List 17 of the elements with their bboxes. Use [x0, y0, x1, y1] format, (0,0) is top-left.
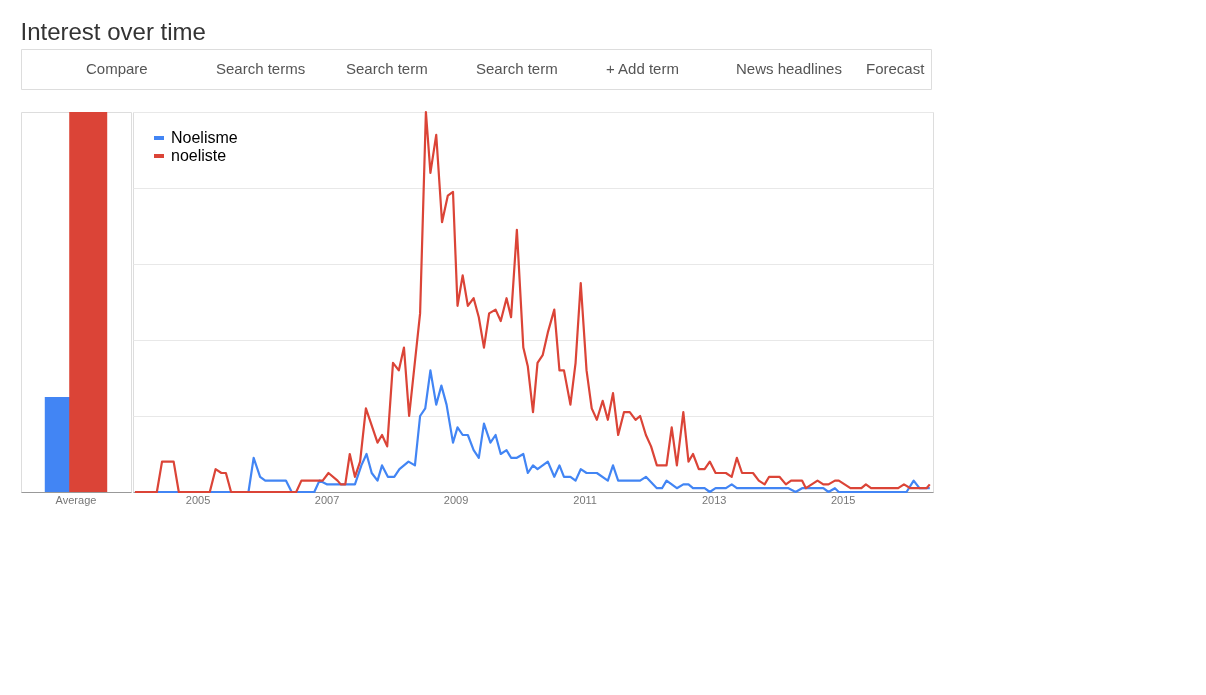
text: + Add term [606, 60, 679, 77]
text: Search term [476, 60, 558, 77]
text: Forecast [866, 60, 926, 77]
x-tick-label: 2007 [314, 493, 340, 506]
x-tick-label: 2005 [185, 493, 211, 506]
x-tick-label: Average [55, 493, 97, 506]
x-tick-label: 2009 [443, 493, 469, 506]
text: Search terms [216, 60, 306, 77]
x-tick-label: 2015 [830, 493, 856, 506]
x-tick-label: 2013 [701, 493, 727, 506]
legend-label: noeliste [171, 147, 227, 164]
text: News headlines [736, 60, 842, 77]
legend-label: Noelisme [171, 129, 238, 146]
x-tick-label: 2011 [573, 493, 597, 506]
text: Compare [86, 60, 148, 77]
chart-title: Interest over time [20, 17, 206, 45]
text: Search term [346, 60, 428, 77]
